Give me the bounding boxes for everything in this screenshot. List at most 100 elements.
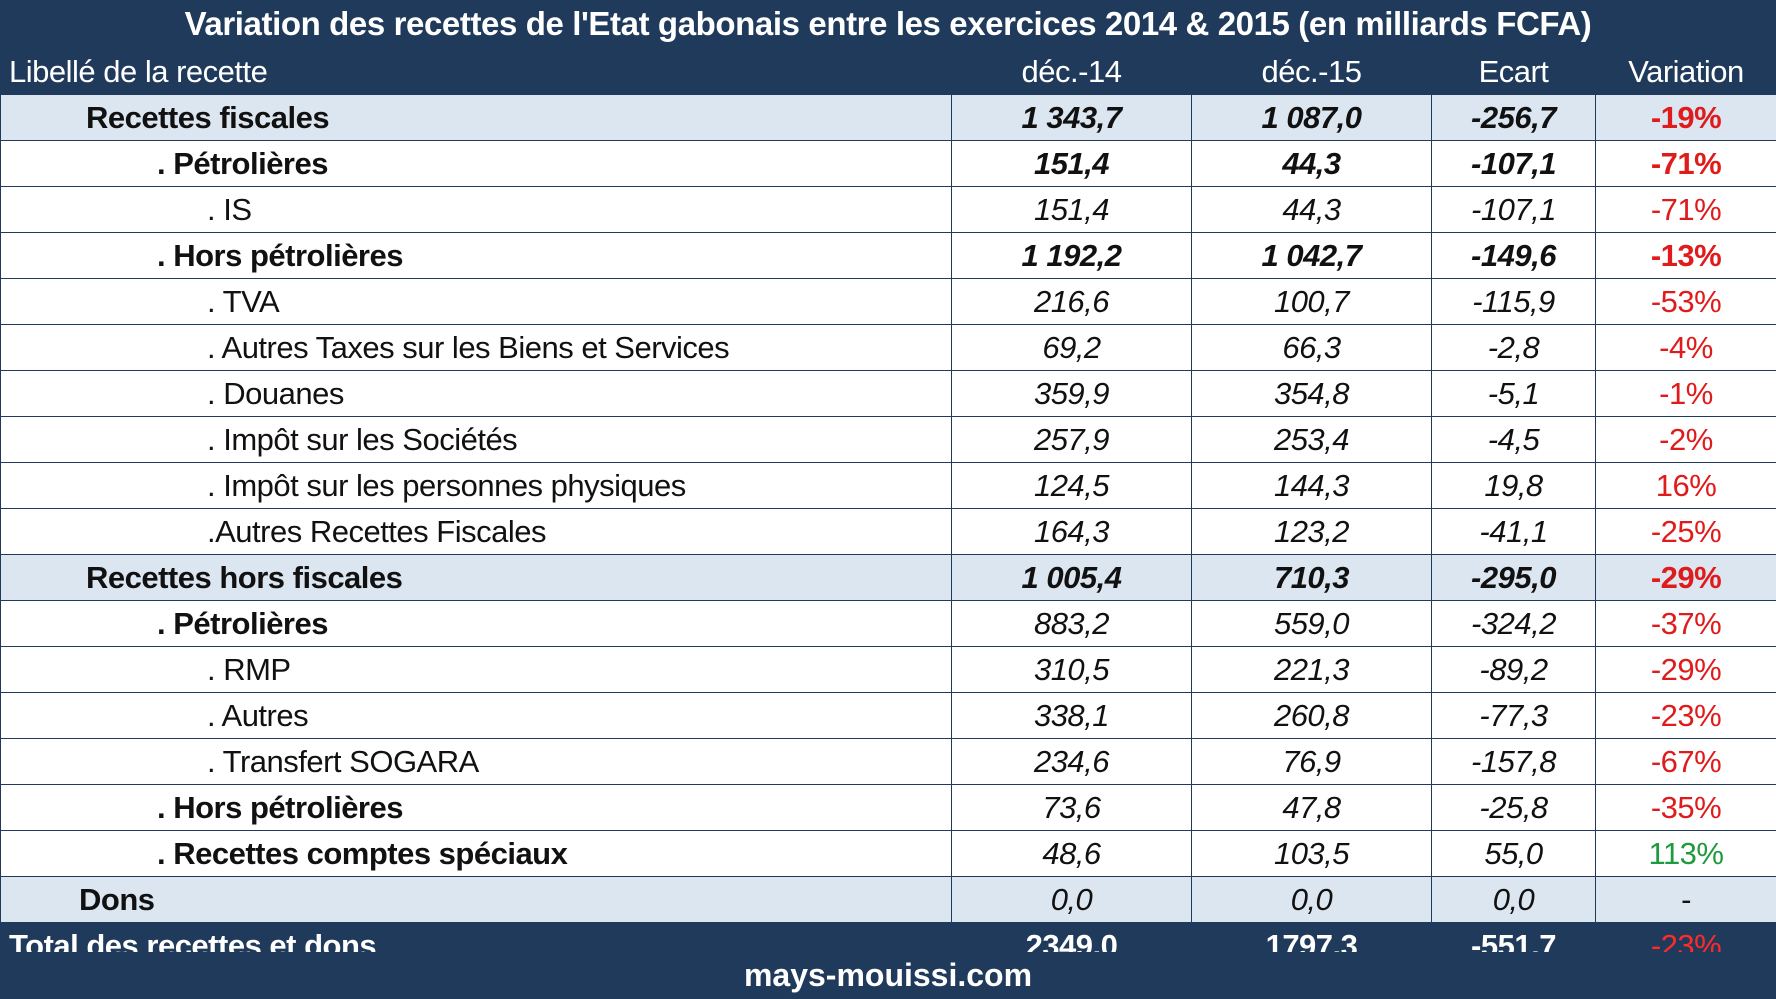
row-label: .Autres Recettes Fiscales — [0, 508, 952, 555]
row-dec14: 151,4 — [951, 186, 1192, 233]
row-label: . Autres — [0, 692, 952, 739]
table-row: . Recettes comptes spéciaux 48,6 103,5 5… — [0, 830, 1776, 877]
header-row: Libellé de la recette déc.-14 déc.-15 Ec… — [0, 48, 1776, 95]
row-label: . Impôt sur les personnes physiques — [0, 462, 952, 509]
revenue-table: Libellé de la recette déc.-14 déc.-15 Ec… — [0, 48, 1776, 969]
row-variation: -71% — [1595, 140, 1776, 187]
header-dec15: déc.-15 — [1191, 48, 1432, 95]
row-ecart: -115,9 — [1431, 278, 1596, 325]
row-label: . Douanes — [0, 370, 952, 417]
row-variation: 113% — [1595, 830, 1776, 877]
row-ecart: -149,6 — [1431, 232, 1596, 279]
row-label: . Recettes comptes spéciaux — [0, 830, 952, 877]
row-dec15: 260,8 — [1191, 692, 1432, 739]
row-dec14: 310,5 — [951, 646, 1192, 693]
row-ecart: -77,3 — [1431, 692, 1596, 739]
header-ecart: Ecart — [1431, 48, 1596, 95]
row-dec15: 66,3 — [1191, 324, 1432, 371]
row-dec15: 47,8 — [1191, 784, 1432, 831]
row-label: Recettes fiscales — [0, 94, 952, 141]
row-ecart: 55,0 — [1431, 830, 1596, 877]
row-ecart: -295,0 — [1431, 554, 1596, 601]
table-row: . Autres 338,1 260,8 -77,3 -23% — [0, 692, 1776, 739]
row-ecart: -5,1 — [1431, 370, 1596, 417]
row-label: . RMP — [0, 646, 952, 693]
table-row: . Pétrolières 151,4 44,3 -107,1 -71% — [0, 140, 1776, 187]
row-dec14: 0,0 — [951, 876, 1192, 923]
row-ecart: -324,2 — [1431, 600, 1596, 647]
row-label: . Autres Taxes sur les Biens et Services — [0, 324, 952, 371]
row-ecart: -89,2 — [1431, 646, 1596, 693]
table-row: . Impôt sur les Sociétés 257,9 253,4 -4,… — [0, 416, 1776, 463]
table-row: .Autres Recettes Fiscales 164,3 123,2 -4… — [0, 508, 1776, 555]
row-dec15: 253,4 — [1191, 416, 1432, 463]
row-variation: -53% — [1595, 278, 1776, 325]
row-dec15: 0,0 — [1191, 876, 1432, 923]
row-label: . Pétrolières — [0, 600, 952, 647]
row-variation: -23% — [1595, 692, 1776, 739]
table-row: . Pétrolières 883,2 559,0 -324,2 -37% — [0, 600, 1776, 647]
source-footer: mays-mouissi.com — [0, 952, 1776, 999]
row-variation: -2% — [1595, 416, 1776, 463]
row-dec14: 69,2 — [951, 324, 1192, 371]
row-variation: 16% — [1595, 462, 1776, 509]
table-row: . Hors pétrolières 1 192,2 1 042,7 -149,… — [0, 232, 1776, 279]
row-dec15: 100,7 — [1191, 278, 1432, 325]
row-label: . TVA — [0, 278, 952, 325]
row-variation: -1% — [1595, 370, 1776, 417]
row-dec14: 1 192,2 — [951, 232, 1192, 279]
row-ecart: -41,1 — [1431, 508, 1596, 555]
header-variation: Variation — [1595, 48, 1776, 95]
row-dec15: 1 042,7 — [1191, 232, 1432, 279]
row-dec14: 257,9 — [951, 416, 1192, 463]
row-variation: -13% — [1595, 232, 1776, 279]
row-ecart: -4,5 — [1431, 416, 1596, 463]
row-dec15: 76,9 — [1191, 738, 1432, 785]
row-dec14: 151,4 — [951, 140, 1192, 187]
row-dec15: 103,5 — [1191, 830, 1432, 877]
row-dec15: 559,0 — [1191, 600, 1432, 647]
row-label: . Impôt sur les Sociétés — [0, 416, 952, 463]
row-label: . Hors pétrolières — [0, 232, 952, 279]
header-label: Libellé de la recette — [0, 48, 952, 95]
row-dec14: 48,6 — [951, 830, 1192, 877]
row-label: Dons — [0, 876, 952, 923]
row-label: Recettes hors fiscales — [0, 554, 952, 601]
row-dec15: 44,3 — [1191, 186, 1432, 233]
row-ecart: -2,8 — [1431, 324, 1596, 371]
row-dec14: 359,9 — [951, 370, 1192, 417]
row-variation: -29% — [1595, 646, 1776, 693]
row-variation: -37% — [1595, 600, 1776, 647]
row-variation: - — [1595, 876, 1776, 923]
table-row: . Autres Taxes sur les Biens et Services… — [0, 324, 1776, 371]
row-dec14: 73,6 — [951, 784, 1192, 831]
row-ecart: -107,1 — [1431, 186, 1596, 233]
row-label: . Pétrolières — [0, 140, 952, 187]
row-variation: -25% — [1595, 508, 1776, 555]
row-dec15: 221,3 — [1191, 646, 1432, 693]
row-ecart: -256,7 — [1431, 94, 1596, 141]
row-dec14: 216,6 — [951, 278, 1192, 325]
row-dec15: 710,3 — [1191, 554, 1432, 601]
row-dec14: 883,2 — [951, 600, 1192, 647]
table-row: . Impôt sur les personnes physiques 124,… — [0, 462, 1776, 509]
row-variation: -29% — [1595, 554, 1776, 601]
row-dec15: 44,3 — [1191, 140, 1432, 187]
row-ecart: -107,1 — [1431, 140, 1596, 187]
row-variation: -71% — [1595, 186, 1776, 233]
row-dec14: 1 343,7 — [951, 94, 1192, 141]
row-ecart: -25,8 — [1431, 784, 1596, 831]
row-dec14: 164,3 — [951, 508, 1192, 555]
row-dec15: 123,2 — [1191, 508, 1432, 555]
table-row: Recettes fiscales 1 343,7 1 087,0 -256,7… — [0, 94, 1776, 141]
row-dec14: 338,1 — [951, 692, 1192, 739]
table-row: . Hors pétrolières 73,6 47,8 -25,8 -35% — [0, 784, 1776, 831]
row-variation: -67% — [1595, 738, 1776, 785]
table-row: . Transfert SOGARA 234,6 76,9 -157,8 -67… — [0, 738, 1776, 785]
table-title: Variation des recettes de l'Etat gabonai… — [0, 0, 1776, 48]
table-row: . RMP 310,5 221,3 -89,2 -29% — [0, 646, 1776, 693]
row-dec14: 1 005,4 — [951, 554, 1192, 601]
row-ecart: 0,0 — [1431, 876, 1596, 923]
table-row: Recettes hors fiscales 1 005,4 710,3 -29… — [0, 554, 1776, 601]
table-row: . Douanes 359,9 354,8 -5,1 -1% — [0, 370, 1776, 417]
